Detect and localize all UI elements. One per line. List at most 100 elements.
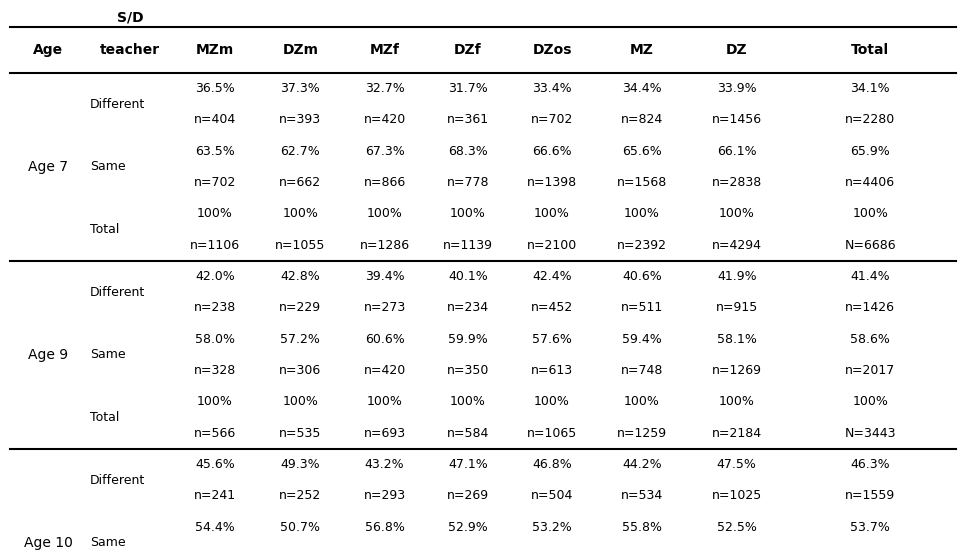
Text: Age 9: Age 9 (28, 348, 69, 362)
Text: Same: Same (90, 348, 126, 361)
Text: n=2100: n=2100 (527, 239, 578, 252)
Text: n=866: n=866 (363, 176, 406, 189)
Text: n=229: n=229 (279, 301, 322, 315)
Text: Age: Age (34, 43, 64, 57)
Text: n=1259: n=1259 (617, 426, 668, 440)
Text: 68.3%: 68.3% (448, 145, 488, 158)
Text: n=566: n=566 (194, 426, 237, 440)
Text: 42.0%: 42.0% (195, 270, 235, 283)
Text: 100%: 100% (534, 207, 570, 220)
Text: n=2392: n=2392 (617, 239, 668, 252)
Text: n=420: n=420 (363, 114, 406, 127)
Text: n=252: n=252 (279, 489, 322, 503)
Text: 40.1%: 40.1% (448, 270, 488, 283)
Text: 43.2%: 43.2% (365, 458, 405, 471)
Text: Different: Different (90, 474, 145, 487)
Text: n=535: n=535 (279, 426, 322, 440)
Text: n=361: n=361 (447, 114, 489, 127)
Text: 47.5%: 47.5% (717, 458, 756, 471)
Text: n=238: n=238 (194, 301, 237, 315)
Text: 100%: 100% (719, 396, 754, 408)
Text: 39.4%: 39.4% (365, 270, 405, 283)
Text: 100%: 100% (450, 396, 486, 408)
Text: n=584: n=584 (446, 426, 489, 440)
Text: n=534: n=534 (621, 489, 664, 503)
Text: MZm: MZm (196, 43, 234, 57)
Text: 34.4%: 34.4% (622, 82, 662, 95)
Text: 58.0%: 58.0% (195, 333, 235, 345)
Text: Total: Total (90, 223, 120, 236)
Text: n=420: n=420 (363, 364, 406, 377)
Text: n=1055: n=1055 (275, 239, 326, 252)
Text: n=1065: n=1065 (527, 426, 578, 440)
Text: 65.9%: 65.9% (850, 145, 890, 158)
Text: n=241: n=241 (194, 489, 236, 503)
Text: 53.7%: 53.7% (850, 521, 890, 533)
Text: 31.7%: 31.7% (448, 82, 488, 95)
Text: n=1106: n=1106 (190, 239, 241, 252)
Text: n=328: n=328 (194, 364, 237, 377)
Text: 100%: 100% (282, 396, 318, 408)
Text: 41.4%: 41.4% (850, 270, 890, 283)
Text: teacher: teacher (99, 43, 160, 57)
Text: MZf: MZf (370, 43, 400, 57)
Text: Same: Same (90, 536, 126, 549)
Text: n=4294: n=4294 (712, 239, 762, 252)
Text: 50.7%: 50.7% (280, 521, 321, 533)
Text: n=702: n=702 (194, 176, 237, 189)
Text: n=1025: n=1025 (712, 489, 762, 503)
Text: 59.9%: 59.9% (448, 333, 488, 345)
Text: 53.2%: 53.2% (532, 521, 572, 533)
Text: 100%: 100% (367, 396, 403, 408)
Text: n=2017: n=2017 (845, 364, 895, 377)
Text: n=452: n=452 (531, 301, 573, 315)
Text: 100%: 100% (367, 207, 403, 220)
Text: 56.8%: 56.8% (364, 521, 405, 533)
Text: n=504: n=504 (531, 489, 573, 503)
Text: 100%: 100% (197, 207, 233, 220)
Text: 33.9%: 33.9% (717, 82, 756, 95)
Text: 62.7%: 62.7% (280, 145, 320, 158)
Text: Different: Different (90, 98, 145, 111)
Text: 33.4%: 33.4% (532, 82, 572, 95)
Text: n=234: n=234 (447, 301, 489, 315)
Text: n=915: n=915 (716, 301, 758, 315)
Text: n=4406: n=4406 (845, 176, 895, 189)
Text: 60.6%: 60.6% (365, 333, 405, 345)
Text: 57.2%: 57.2% (280, 333, 320, 345)
Text: 54.4%: 54.4% (195, 521, 235, 533)
Text: 42.8%: 42.8% (280, 270, 320, 283)
Text: n=269: n=269 (447, 489, 489, 503)
Text: n=1426: n=1426 (845, 301, 895, 315)
Text: n=1398: n=1398 (527, 176, 577, 189)
Text: 58.6%: 58.6% (850, 333, 890, 345)
Text: 46.8%: 46.8% (532, 458, 572, 471)
Text: 42.4%: 42.4% (532, 270, 572, 283)
Text: n=613: n=613 (531, 364, 573, 377)
Text: 52.9%: 52.9% (448, 521, 488, 533)
Text: n=273: n=273 (363, 301, 406, 315)
Text: MZ: MZ (630, 43, 654, 57)
Text: n=2184: n=2184 (712, 426, 762, 440)
Text: DZos: DZos (532, 43, 572, 57)
Text: 55.8%: 55.8% (622, 521, 662, 533)
Text: 100%: 100% (534, 396, 570, 408)
Text: n=1456: n=1456 (712, 114, 762, 127)
Text: n=662: n=662 (279, 176, 322, 189)
Text: n=824: n=824 (621, 114, 664, 127)
Text: 100%: 100% (719, 207, 754, 220)
Text: 100%: 100% (624, 207, 660, 220)
Text: 100%: 100% (450, 207, 486, 220)
Text: 36.5%: 36.5% (195, 82, 235, 95)
Text: n=702: n=702 (531, 114, 573, 127)
Text: 100%: 100% (852, 396, 888, 408)
Text: n=2280: n=2280 (845, 114, 895, 127)
Text: n=1139: n=1139 (442, 239, 493, 252)
Text: n=693: n=693 (363, 426, 406, 440)
Text: 52.5%: 52.5% (717, 521, 756, 533)
Text: 57.6%: 57.6% (532, 333, 572, 345)
Text: n=293: n=293 (363, 489, 406, 503)
Text: 100%: 100% (282, 207, 318, 220)
Text: Total: Total (90, 411, 120, 424)
Text: 63.5%: 63.5% (195, 145, 235, 158)
